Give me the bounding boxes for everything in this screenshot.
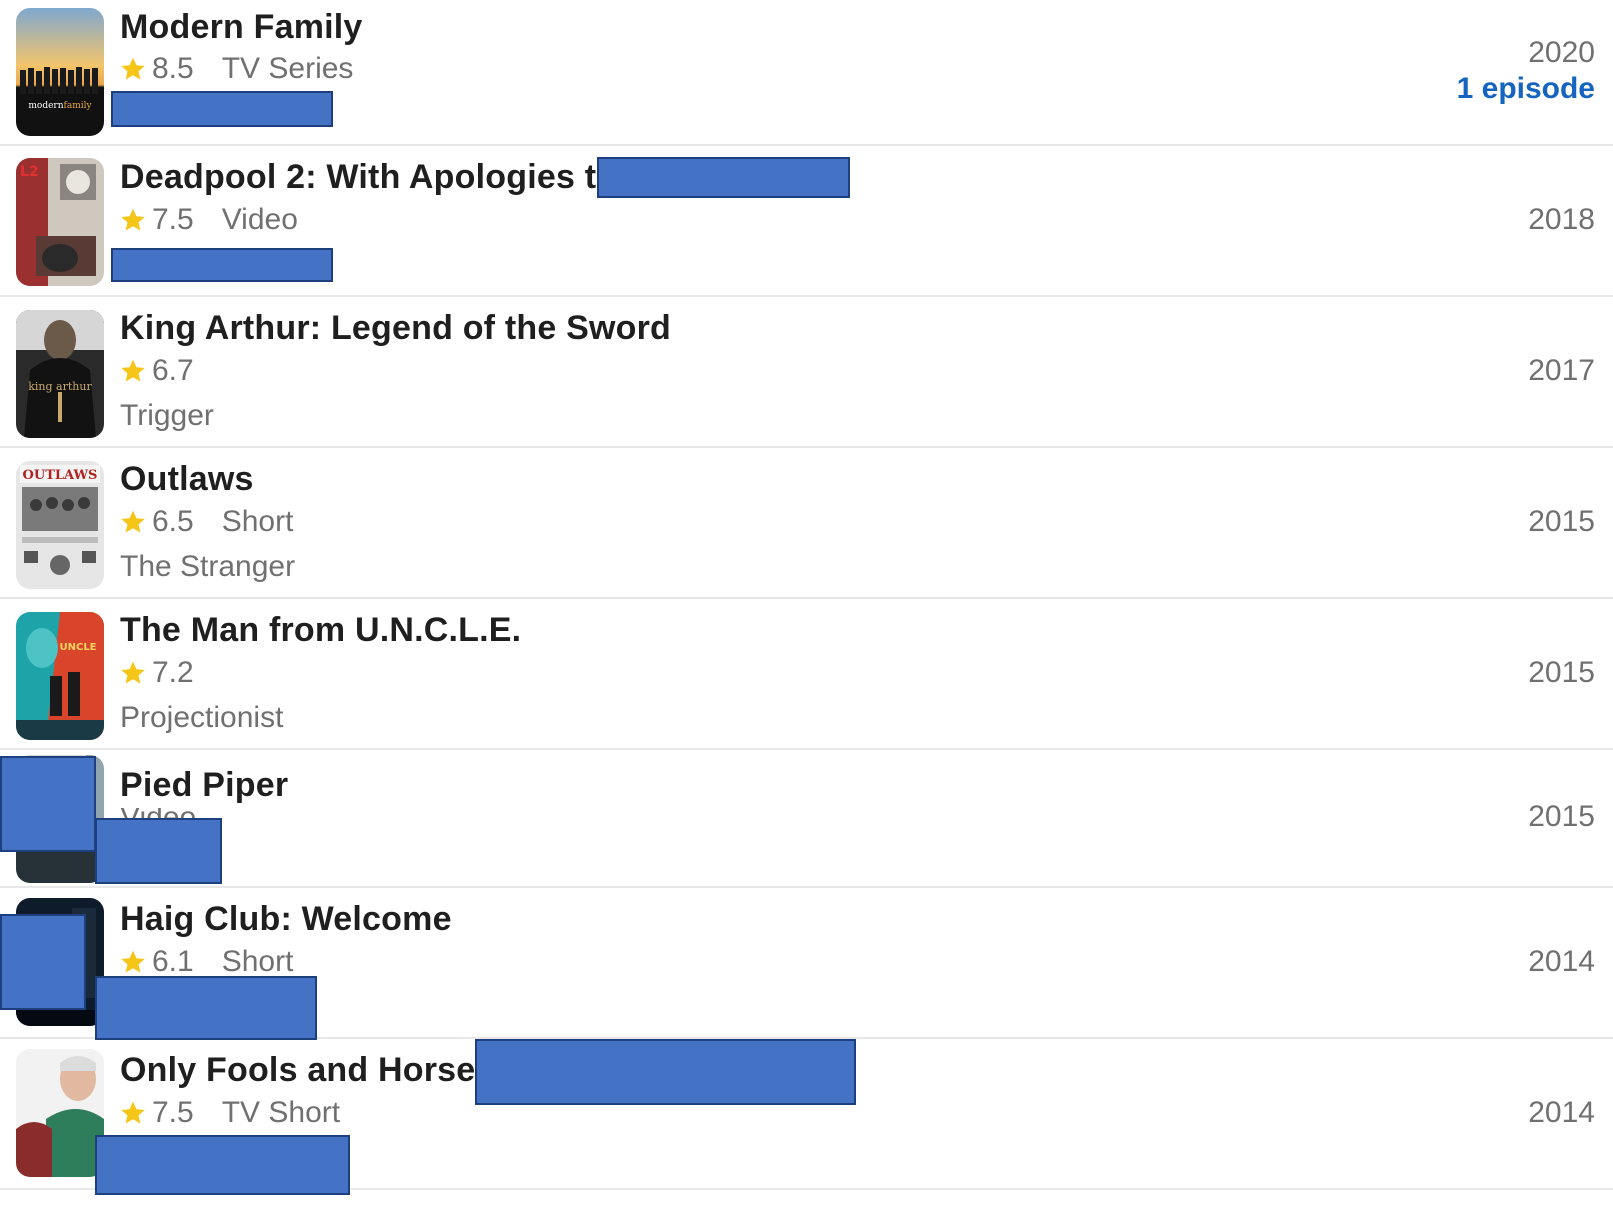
credit-type: TV Series: [221, 52, 354, 85]
poster-thumbnail[interactable]: [16, 1049, 104, 1177]
svg-text:modernfamily: modernfamily: [28, 101, 92, 111]
star-icon: [120, 56, 146, 82]
svg-text:L2: L2: [20, 164, 39, 180]
credit-meta: 7.2: [120, 656, 194, 690]
credit-year: 2015: [1528, 656, 1595, 689]
rating-value: 6.7: [152, 354, 194, 387]
credit-year: 2015: [1528, 800, 1595, 833]
rating-value: 7.5: [152, 1096, 194, 1129]
poster-deadpool-icon: L2: [16, 158, 104, 286]
character-name: The Stranger: [120, 550, 296, 583]
credit-year: 2014: [1528, 945, 1595, 978]
credit-title[interactable]: The Man from U.N.C.L.E.: [120, 611, 522, 649]
redaction-box: [111, 248, 333, 282]
credit-title[interactable]: Pied Piper: [120, 766, 289, 804]
rating-value: 6.5: [152, 505, 194, 538]
rating-value: 8.5: [152, 52, 194, 85]
credit-row-outlaws[interactable]: OUTLAWS Outlaws 6.5 Short The Stranger 2…: [0, 448, 1613, 599]
redaction-box: [0, 756, 96, 852]
credit-row-deadpool-2[interactable]: L2 Deadpool 2: With Apologies to 7.5 Vid…: [0, 146, 1613, 297]
credit-title-text: Deadpool 2: With Apologies to: [120, 158, 618, 196]
poster-thumbnail[interactable]: modernfamily: [16, 8, 104, 136]
credit-title[interactable]: Modern Family: [120, 8, 363, 46]
credit-row-only-fools-and-horses[interactable]: Only Fools and Horses: 7.5 TV Short 2014: [0, 1039, 1613, 1195]
rating-value: 7.5: [152, 203, 194, 236]
rating-value: 7.2: [152, 656, 194, 689]
character-name: Trigger: [120, 399, 214, 432]
credit-type: Short: [221, 505, 294, 538]
poster-outlaws-icon: OUTLAWS: [16, 461, 104, 589]
credit-row-pied-piper[interactable]: Pied Piper Video 2015: [0, 750, 1613, 888]
credit-row-modern-family[interactable]: modernfamily Modern Family 8.5 TV Series…: [0, 0, 1613, 146]
poster-thumbnail[interactable]: OUTLAWS: [16, 461, 104, 589]
credit-title[interactable]: Outlaws: [120, 460, 254, 498]
svg-text:king arthur: king arthur: [28, 380, 92, 393]
poster-thumbnail[interactable]: L2: [16, 158, 104, 286]
redaction-box: [95, 976, 317, 1040]
credit-meta: 8.5 TV Series: [120, 52, 353, 86]
redaction-box: [475, 1039, 856, 1105]
redaction-box: [0, 914, 86, 1010]
svg-text:UNCLE: UNCLE: [59, 642, 96, 653]
credit-row-haig-club[interactable]: Haig Club: Welcome 6.1 Short 2014: [0, 888, 1613, 1040]
credit-meta: 7.5 Video: [120, 203, 298, 237]
credit-year: 2018: [1528, 203, 1595, 236]
credit-type: Video: [221, 203, 298, 236]
poster-thumbnail[interactable]: king arthur: [16, 310, 104, 438]
credit-year: 2017: [1528, 354, 1595, 387]
credit-title-text: Only Fools and Horses:: [120, 1051, 507, 1089]
poster-thumbnail[interactable]: UNCLE: [16, 612, 104, 740]
redaction-box: [95, 818, 222, 884]
poster-king-arthur-icon: king arthur: [16, 310, 104, 438]
credit-year: 2020: [1528, 36, 1595, 69]
credit-row-man-from-uncle[interactable]: UNCLE The Man from U.N.C.L.E. 7.2 Projec…: [0, 599, 1613, 750]
credit-meta: 6.7: [120, 354, 194, 388]
credit-title[interactable]: King Arthur: Legend of the Sword: [120, 309, 671, 347]
credit-type: Short: [221, 945, 294, 978]
credit-year: 2014: [1528, 1096, 1595, 1129]
redaction-box: [111, 91, 333, 127]
redaction-box: [95, 1135, 350, 1195]
credit-meta: 7.5 TV Short: [120, 1096, 340, 1130]
star-icon: [120, 509, 146, 535]
credit-title[interactable]: Deadpool 2: With Apologies to: [120, 158, 617, 197]
star-icon: [120, 207, 146, 233]
credit-meta: 6.1 Short: [120, 945, 293, 979]
poster-family-cast-icon: modernfamily: [16, 8, 104, 136]
star-icon: [120, 1100, 146, 1126]
credit-title[interactable]: Only Fools and Horses:: [120, 1051, 506, 1090]
rating-value: 6.1: [152, 945, 194, 978]
credit-title[interactable]: Haig Club: Welcome: [120, 900, 452, 938]
star-icon: [120, 358, 146, 384]
character-name: Projectionist: [120, 701, 284, 734]
svg-text:OUTLAWS: OUTLAWS: [23, 468, 98, 483]
poster-only-fools-icon: [16, 1049, 104, 1177]
star-icon: [120, 660, 146, 686]
redaction-box: [597, 157, 850, 198]
credit-type: TV Short: [221, 1096, 341, 1129]
credit-row-king-arthur[interactable]: king arthur King Arthur: Legend of the S…: [0, 297, 1613, 448]
credit-meta: 6.5 Short: [120, 505, 293, 539]
credit-year: 2015: [1528, 505, 1595, 538]
episodes-link[interactable]: 1 episode: [1456, 72, 1595, 105]
poster-uncle-icon: UNCLE: [16, 612, 104, 740]
star-icon: [120, 949, 146, 975]
